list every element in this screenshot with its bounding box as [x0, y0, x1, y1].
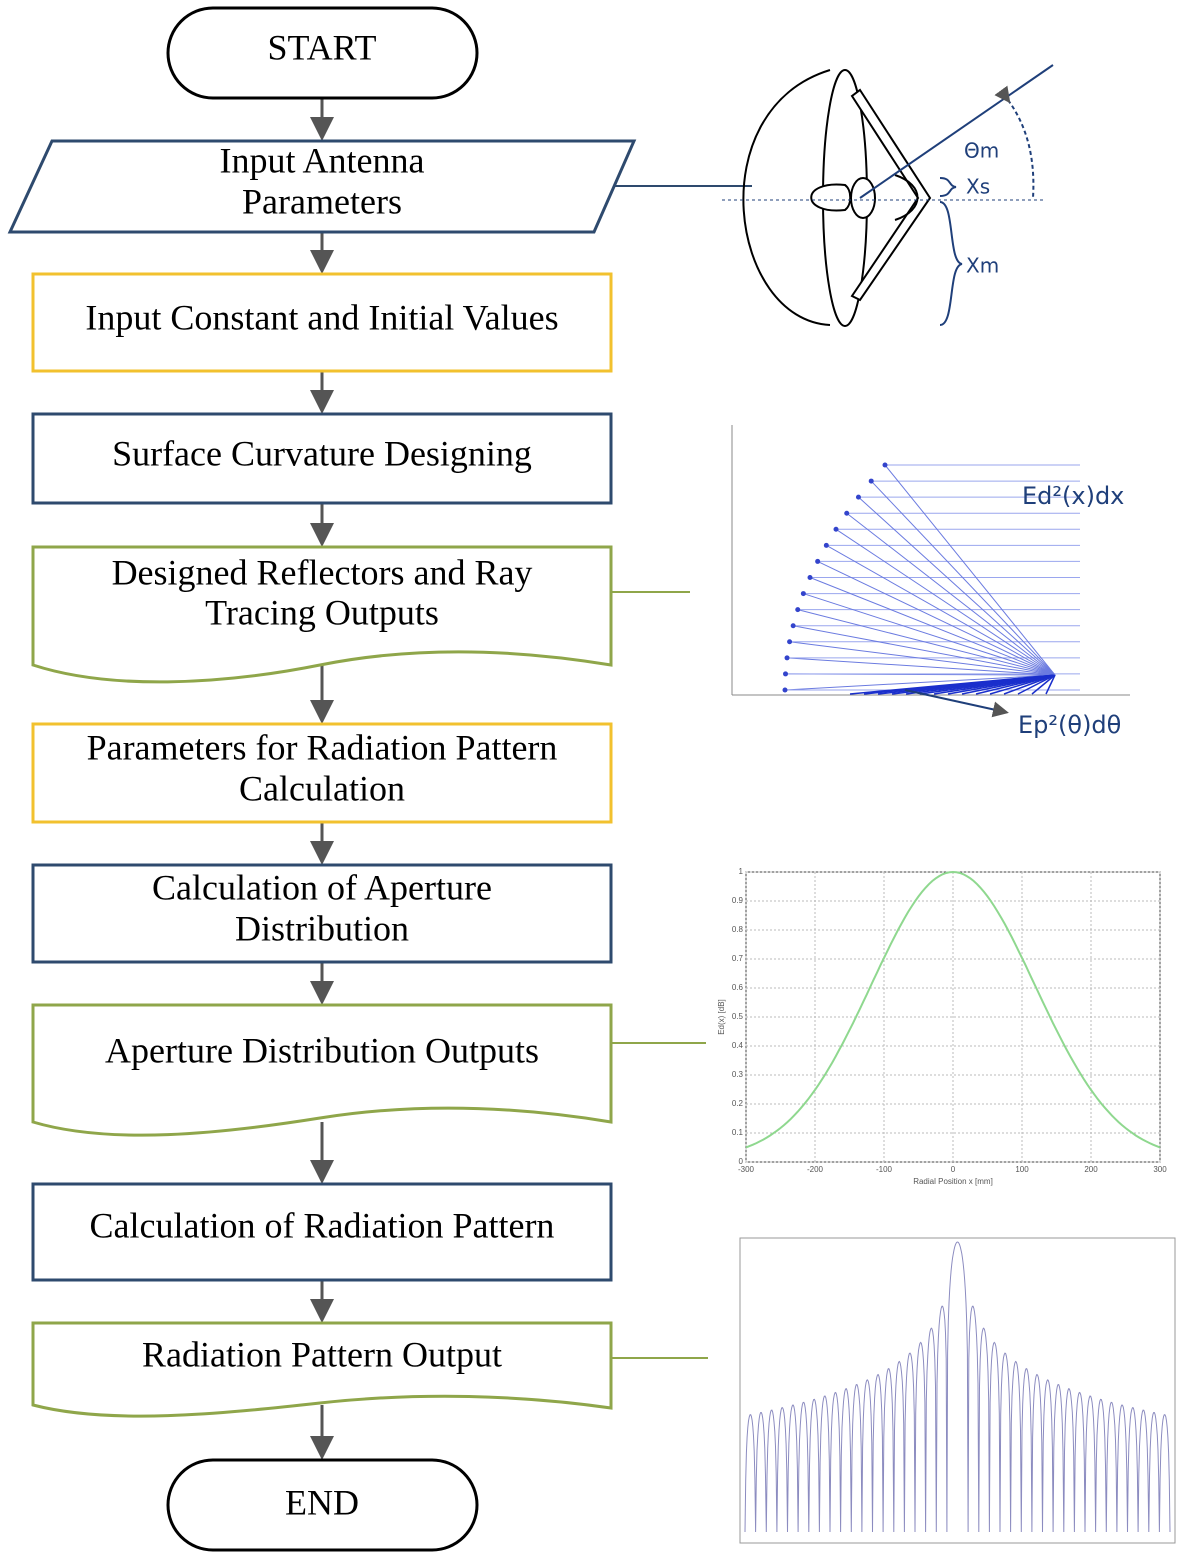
y-tick-label: 0: [739, 1157, 744, 1166]
node-label: Calculation of Aperture: [152, 867, 492, 907]
node-label: Calculation: [239, 768, 405, 808]
y-tick-label: 0.9: [732, 896, 744, 905]
x-tick-label: -200: [807, 1165, 824, 1174]
annotation: Ed²(x)dx: [1022, 482, 1124, 510]
x-tick-label: -100: [876, 1165, 893, 1174]
ray: [790, 642, 1055, 675]
ray-point: [815, 559, 820, 564]
ray-point: [883, 463, 888, 468]
node-label: END: [285, 1482, 359, 1522]
ray-point: [795, 607, 800, 612]
ray-tracing-plot: [732, 425, 1130, 712]
x-tick-label: 300: [1153, 1165, 1167, 1174]
ray-point: [783, 671, 788, 676]
ray-point: [785, 655, 790, 660]
annotation: Ep²(θ)dθ: [1018, 711, 1121, 739]
y-tick-label: 0.5: [732, 1012, 744, 1021]
node-label: Aperture Distribution Outputs: [105, 1030, 539, 1070]
ray: [810, 578, 1055, 676]
y-tick-label: 0.2: [732, 1099, 744, 1108]
node-label: Parameters: [242, 181, 402, 221]
node-label: Parameters for Radiation Pattern: [87, 727, 558, 767]
y-tick-label: 0.7: [732, 954, 744, 963]
y-tick-label: 0.3: [732, 1070, 744, 1079]
ray-point: [787, 639, 792, 644]
y-tick-label: 0.4: [732, 1041, 744, 1050]
annotation: Θm: [964, 139, 999, 163]
node-label: Surface Curvature Designing: [112, 433, 532, 473]
ray-point: [856, 495, 861, 500]
antenna-figure: [722, 65, 1053, 326]
ray-point: [808, 575, 813, 580]
y-tick-label: 0.6: [732, 983, 744, 992]
node-label: Distribution: [235, 908, 409, 948]
node-label: Input Antenna: [220, 140, 425, 180]
ray: [798, 610, 1055, 675]
connectors: [611, 186, 752, 1358]
ray: [836, 529, 1055, 675]
y-tick-label: 0.1: [732, 1128, 744, 1137]
ray: [787, 658, 1055, 675]
y-tick-label: 0.8: [732, 925, 744, 934]
x-tick-label: 0: [951, 1165, 956, 1174]
annotation: Xm: [966, 254, 999, 278]
ray: [826, 545, 1055, 675]
annotation: Xs: [966, 175, 990, 199]
radiation-plot: [740, 1238, 1175, 1543]
x-tick-label: 200: [1084, 1165, 1098, 1174]
flowchart: START Input Antenna Parameters Input Con…: [0, 0, 1202, 1562]
ray: [847, 513, 1055, 675]
x-tick-label: 100: [1015, 1165, 1029, 1174]
ray-point: [791, 623, 796, 628]
node-label: Radiation Pattern Output: [142, 1334, 502, 1374]
x-axis-label: Radial Position x [mm]: [913, 1177, 993, 1186]
node-label: Designed Reflectors and Ray: [112, 552, 533, 592]
node-label: Input Constant and Initial Values: [85, 297, 558, 337]
node-label: START: [268, 27, 377, 67]
ray-point: [844, 511, 849, 516]
ray-point: [869, 479, 874, 484]
ray-point: [801, 591, 806, 596]
ray-point: [824, 543, 829, 548]
x-tick-label: -300: [738, 1165, 755, 1174]
ray-point: [834, 527, 839, 532]
y-tick-label: 1: [739, 867, 744, 876]
ray-point: [783, 688, 788, 693]
aperture-plot: -300 -200 -100 0 100 200 300 0 0.1 0.2 0.3 0.4 0.5 0.…: [732, 867, 1167, 1174]
ray: [858, 497, 1055, 675]
node-label: Tracing Outputs: [205, 592, 439, 632]
node-label: Calculation of Radiation Pattern: [90, 1205, 555, 1245]
y-axis-label: Ed(x) [dB]: [717, 999, 726, 1035]
